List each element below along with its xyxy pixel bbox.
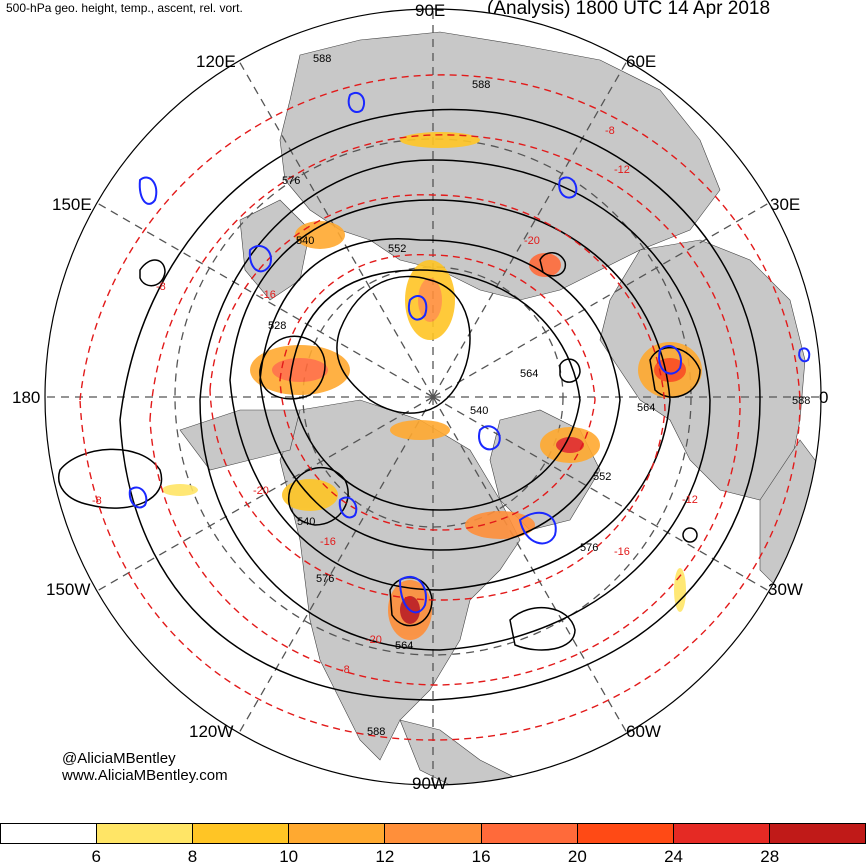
temperature-label: -16 [260, 289, 276, 301]
height-label: 540 [470, 405, 488, 417]
lon-label-90w: 90W [412, 774, 447, 793]
ascent-shading [162, 132, 702, 640]
colorbar-tick-label: 28 [760, 847, 780, 866]
temperature-label-group: -8 -12 -20 -16 -8 -20 -16 -12 -16 -8 -20… [92, 125, 698, 676]
height-label: 564 [520, 368, 538, 380]
alaska-landmass [179, 409, 301, 471]
temperature-label: -12 [614, 164, 630, 176]
product-title: 500-hPa geo. height, temp., ascent, rel.… [6, 1, 243, 15]
height-label: 552 [593, 471, 611, 483]
temperature-label: -16 [614, 546, 630, 558]
lon-label-120e: 120E [196, 52, 236, 71]
map-disk: 588 588 576 540 552 528 564 540 552 540 … [45, 9, 821, 785]
map-border [44, 8, 822, 786]
colorbar-swatch [577, 824, 674, 843]
height-label: 576 [316, 573, 334, 585]
colorbar-swatch [97, 824, 194, 843]
height-label: 588 [313, 53, 331, 65]
valid-time-title: (Analysis) 1800 UTC 14 Apr 2018 [487, 0, 771, 19]
lon-label-30e: 30E [770, 195, 801, 214]
lon-label-120w: 120W [189, 722, 234, 741]
height-label: 540 [297, 516, 315, 528]
lon-label-60e: 60E [626, 52, 657, 71]
lon-label-150e: 150E [52, 195, 92, 214]
lon-label-180: 180 [12, 388, 41, 407]
height-label: 588 [367, 726, 385, 738]
colorbar [0, 823, 866, 844]
height-label: 576 [282, 175, 300, 187]
temperature-label: -8 [340, 664, 350, 676]
height-label: 528 [268, 320, 286, 332]
colorbar-swatch [289, 824, 386, 843]
polar-map: 588 588 576 540 552 528 564 540 552 540 … [44, 8, 822, 786]
colorbar-swatch [193, 824, 290, 843]
temperature-label: -8 [156, 281, 166, 293]
colorbar-tick-label: 24 [664, 847, 684, 866]
colorbar-swatch [769, 824, 865, 843]
temperature-contours [79, 74, 801, 741]
height-contours [58, 108, 761, 701]
height-label: 540 [296, 235, 314, 247]
height-label: 564 [395, 640, 413, 652]
colorbar-swatch [481, 824, 578, 843]
height-label: 588 [792, 395, 810, 407]
lon-label-60w: 60W [626, 722, 661, 741]
colorbar-tick-label: 8 [187, 847, 198, 866]
height-label: 576 [580, 542, 598, 554]
height-label: 552 [388, 243, 406, 255]
height-label: 588 [472, 79, 490, 91]
height-label-group: 588 588 576 540 552 528 564 540 552 540 … [268, 53, 810, 738]
height-label: 564 [637, 402, 655, 414]
temperature-label: -16 [320, 536, 336, 548]
colorbar-tick-label: 6 [91, 847, 101, 866]
temperature-label: -12 [682, 494, 698, 506]
colorbar-swatch [1, 824, 98, 843]
colorbar-tick-label: 10 [279, 847, 299, 866]
lon-label-30w: 30W [768, 580, 803, 599]
colorbar-tick-label: 12 [375, 847, 395, 866]
colorbar-tick-label: 16 [471, 847, 491, 866]
temperature-label: -20 [366, 634, 382, 646]
lon-label-150w: 150W [46, 580, 91, 599]
temperature-label: -8 [605, 125, 615, 137]
temperature-label: -20 [524, 235, 540, 247]
credit-website: www.AliciaMBentley.com [62, 767, 228, 784]
colorbar-swatch [385, 824, 482, 843]
colorbar-tick-label: 20 [567, 847, 587, 866]
vorticity-contours [128, 91, 811, 614]
lon-label-0: 0 [819, 388, 829, 407]
colorbar-swatch [673, 824, 770, 843]
credit-handle: @AliciaMBentley [62, 750, 176, 767]
lon-label-90e: 90E [415, 1, 446, 20]
east-asia-coast [239, 199, 311, 301]
temperature-label: -8 [92, 495, 102, 507]
temperature-label: -20 [253, 485, 269, 497]
